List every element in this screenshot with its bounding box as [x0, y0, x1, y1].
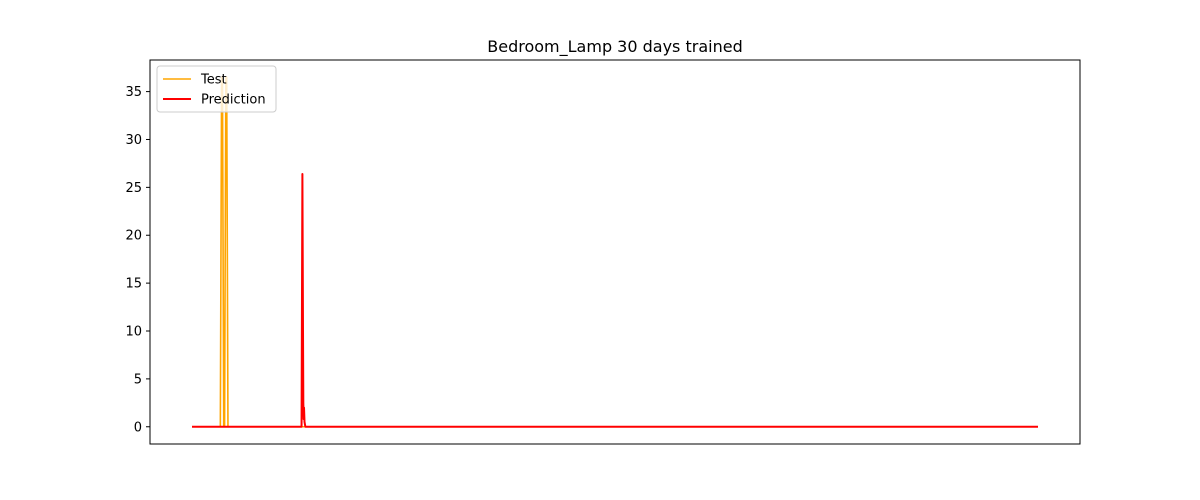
series-line-test — [192, 76, 1038, 428]
y-axis: 0 5 10 15 20 25 30 35 — [125, 85, 150, 435]
y-tick-label: 15 — [125, 277, 142, 292]
plot-frame — [149, 59, 1081, 445]
series-line-prediction — [192, 172, 1038, 428]
y-tick-label: 35 — [125, 85, 142, 100]
y-tick-label: 30 — [125, 133, 142, 148]
legend-box — [156, 65, 277, 113]
y-tick-label: 25 — [125, 181, 142, 196]
chart-title: Bedroom_Lamp 30 days trained — [487, 37, 742, 57]
series-layer — [192, 76, 1038, 428]
legend: Test Prediction — [156, 65, 277, 113]
y-tick-label: 10 — [125, 325, 142, 340]
y-tick-label: 20 — [125, 229, 142, 244]
legend-label-prediction: Prediction — [201, 93, 266, 108]
legend-label-test: Test — [200, 73, 227, 88]
y-tick-label: 0 — [134, 420, 142, 435]
y-tick-label: 5 — [134, 372, 142, 387]
